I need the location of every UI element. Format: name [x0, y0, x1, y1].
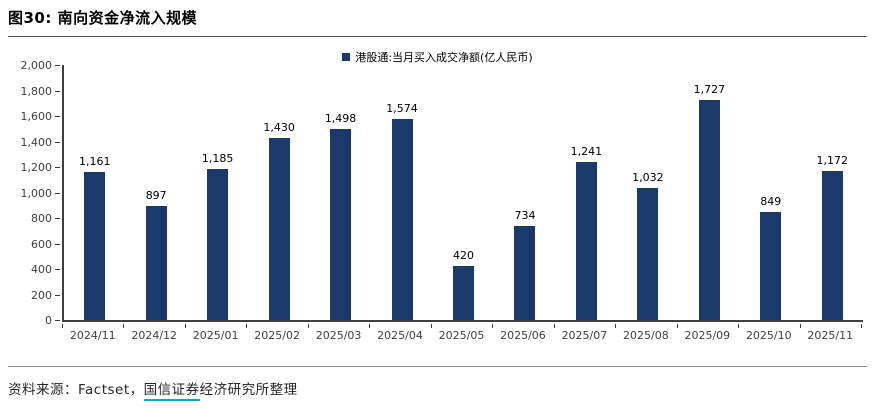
bar [145, 206, 167, 320]
x-axis-tick-label: 2025/06 [500, 329, 546, 342]
y-axis-tick-label: 1,800 [20, 84, 53, 98]
x-axis-tick-label: 2025/01 [192, 329, 239, 342]
bar-value-label: 1,430 [263, 121, 295, 134]
bar [821, 171, 843, 320]
y-axis-tick-label: 400 [31, 263, 52, 276]
x-axis-tick-label: 2025/04 [377, 329, 423, 342]
y-axis-tick-mark [55, 294, 60, 296]
x-axis-tick-mark [123, 324, 124, 328]
x-axis-tick-label: 2025/10 [745, 329, 792, 342]
x-axis-tick-mark [677, 324, 678, 328]
y-axis-tick-mark [55, 65, 60, 66]
figure-title: 图30: 南向资金净流入规模 [8, 9, 198, 27]
y-axis-tick-mark [55, 269, 60, 270]
x-axis-tick-mark [800, 324, 801, 328]
bar [453, 266, 474, 320]
y-axis-tick-label: 200 [31, 288, 52, 302]
x-axis-tick-label: 2024/12 [131, 329, 178, 342]
x-axis-tick-mark [185, 324, 186, 328]
y-axis-tick-label: 1,600 [20, 110, 53, 123]
y-axis-tick-mark [55, 320, 60, 321]
x-axis-tick-label: 2025/07 [561, 329, 608, 342]
y-axis-tick-mark [55, 141, 60, 143]
bar-value-label: 1,172 [816, 154, 849, 167]
bar-value-label: 1,161 [78, 155, 111, 168]
x-axis-tick-label: 2025/05 [438, 329, 485, 342]
bar-value-label: 849 [760, 195, 782, 208]
source-note: 资料来源：Factset，国信证券经济研究所整理 [8, 378, 298, 401]
bar [268, 138, 290, 320]
x-axis-labels: 2024/11 2024/12 2025/01 2025/02 2025/03 2025/… [62, 329, 863, 345]
y-axis-tick-mark [55, 218, 60, 219]
bar [575, 162, 597, 320]
bar-value-label: 1,185 [201, 152, 234, 165]
bar [637, 188, 659, 320]
x-axis-tick-label: 2025/09 [684, 329, 731, 342]
bar-value-label: 1,498 [324, 112, 357, 125]
x-axis-tick-label: 2025/08 [623, 329, 669, 342]
x-axis-tick-label: 2025/11 [807, 329, 854, 342]
chart-legend: 港股通:当月买入成交净额(亿人民币) [0, 49, 875, 65]
bar [698, 100, 720, 320]
x-axis-tick-mark [738, 324, 739, 328]
x-axis-tick-label: 2025/03 [315, 329, 362, 342]
legend-square-icon [342, 53, 351, 61]
x-axis-tick-mark [369, 324, 370, 328]
bar [514, 226, 536, 320]
bar-value-label: 1,727 [693, 83, 726, 96]
x-axis-tick-mark [492, 324, 493, 328]
bar [760, 212, 782, 320]
source-link[interactable]: 国信证券 [143, 382, 200, 401]
bar-value-label: 1,032 [632, 171, 664, 184]
y-axis-tick-mark [55, 243, 60, 245]
bar [391, 119, 413, 320]
y-axis-tick-label: 1,400 [20, 135, 53, 149]
plot-area: 1,161 897 1,185 1,430 1,498 1,574 420 734 1,241 1… [62, 65, 863, 322]
bar-value-label: 897 [145, 189, 167, 202]
x-axis-tick-mark [246, 324, 247, 328]
bar [330, 129, 352, 320]
x-axis-tick-mark [554, 324, 555, 328]
footer-divider [8, 366, 867, 367]
y-axis-tick-label: 1,000 [20, 186, 53, 200]
title-divider [8, 36, 867, 37]
legend-label: 港股通:当月买入成交净额(亿人民币) [355, 51, 533, 64]
y-axis-tick-mark [55, 116, 60, 117]
x-axis-tick-mark [308, 324, 309, 328]
y-axis-tick-label: 800 [31, 212, 52, 225]
y-axis-tick-label: 1,200 [20, 161, 53, 174]
bar [207, 169, 229, 320]
y-axis-tick-mark [55, 167, 60, 168]
bar-value-label: 420 [453, 249, 474, 262]
y-axis: 0 200 400 600 800 1,000 1,200 1,400 1,600 1,800 2,… [0, 59, 62, 327]
x-axis-tick-mark [62, 324, 63, 328]
bar [84, 172, 106, 320]
x-axis-tick-label: 2025/02 [254, 329, 300, 342]
y-axis-tick-mark [55, 90, 60, 92]
bar-value-label: 734 [514, 209, 536, 222]
x-axis-tick-mark [861, 324, 862, 328]
y-axis-tick-label: 0 [45, 314, 52, 327]
bar-value-label: 1,241 [570, 145, 603, 158]
x-axis-tick-mark [431, 324, 432, 328]
x-axis-tick-label: 2024/11 [69, 329, 116, 342]
y-axis-tick-label: 2,000 [20, 59, 53, 72]
y-axis-tick-label: 600 [31, 237, 52, 251]
source-prefix: 资料来源：Factset， [8, 382, 144, 398]
x-axis-tick-mark [615, 324, 616, 328]
y-axis-tick-mark [55, 192, 60, 194]
source-suffix: 经济研究所整理 [199, 382, 298, 398]
bar-value-label: 1,574 [386, 102, 418, 115]
